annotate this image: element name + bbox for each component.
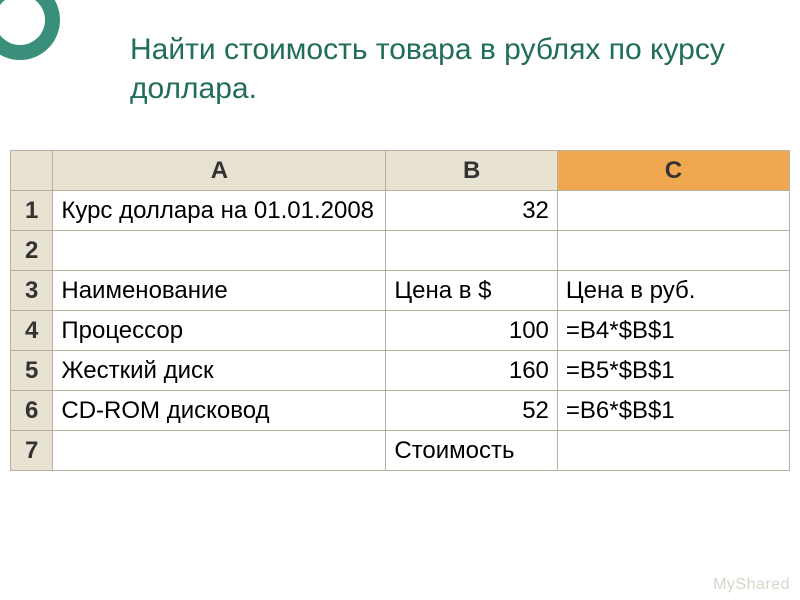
row-header: 3 <box>11 271 53 311</box>
spreadsheet-table: A B C 1Курс доллара на 01.01.20083223Наи… <box>10 150 790 471</box>
row-header: 7 <box>11 431 53 471</box>
cell-c2 <box>557 231 789 271</box>
cell-b1: 32 <box>386 191 558 231</box>
cell-c3: Цена в руб. <box>557 271 789 311</box>
cell-a3: Наименование <box>53 271 386 311</box>
row-header: 5 <box>11 351 53 391</box>
table-row: 6CD-ROM дисковод52=B6*$B$1 <box>11 391 790 431</box>
row-header: 4 <box>11 311 53 351</box>
cell-a1: Курс доллара на 01.01.2008 <box>53 191 386 231</box>
watermark: MyShared <box>713 576 790 594</box>
cell-b4: 100 <box>386 311 558 351</box>
table-row: 5Жесткий диск160=B5*$B$1 <box>11 351 790 391</box>
table-row: 1Курс доллара на 01.01.200832 <box>11 191 790 231</box>
corner-cell <box>11 151 53 191</box>
row-header: 1 <box>11 191 53 231</box>
col-header-a: A <box>53 151 386 191</box>
cell-c6: =B6*$B$1 <box>557 391 789 431</box>
cell-b6: 52 <box>386 391 558 431</box>
column-header-row: A B C <box>11 151 790 191</box>
cell-c7 <box>557 431 789 471</box>
col-header-c: C <box>557 151 789 191</box>
cell-a4: Процессор <box>53 311 386 351</box>
table-row: 2 <box>11 231 790 271</box>
cell-b5: 160 <box>386 351 558 391</box>
cell-c5: =B5*$B$1 <box>557 351 789 391</box>
cell-a7 <box>53 431 386 471</box>
slide-decoration <box>0 0 80 80</box>
cell-a6: CD-ROM дисковод <box>53 391 386 431</box>
table-row: 3НаименованиеЦена в $Цена в руб. <box>11 271 790 311</box>
cell-c4: =B4*$B$1 <box>557 311 789 351</box>
cell-b2 <box>386 231 558 271</box>
table-row: 7 Стоимость <box>11 431 790 471</box>
cell-c1 <box>557 191 789 231</box>
table-row: 4Процессор100=B4*$B$1 <box>11 311 790 351</box>
cell-b3: Цена в $ <box>386 271 558 311</box>
slide-title: Найти стоимость товара в рублях по курсу… <box>130 30 760 108</box>
row-header: 2 <box>11 231 53 271</box>
row-header: 6 <box>11 391 53 431</box>
cell-a2 <box>53 231 386 271</box>
col-header-b: B <box>386 151 558 191</box>
cell-a5: Жесткий диск <box>53 351 386 391</box>
cell-b7: Стоимость <box>386 431 558 471</box>
